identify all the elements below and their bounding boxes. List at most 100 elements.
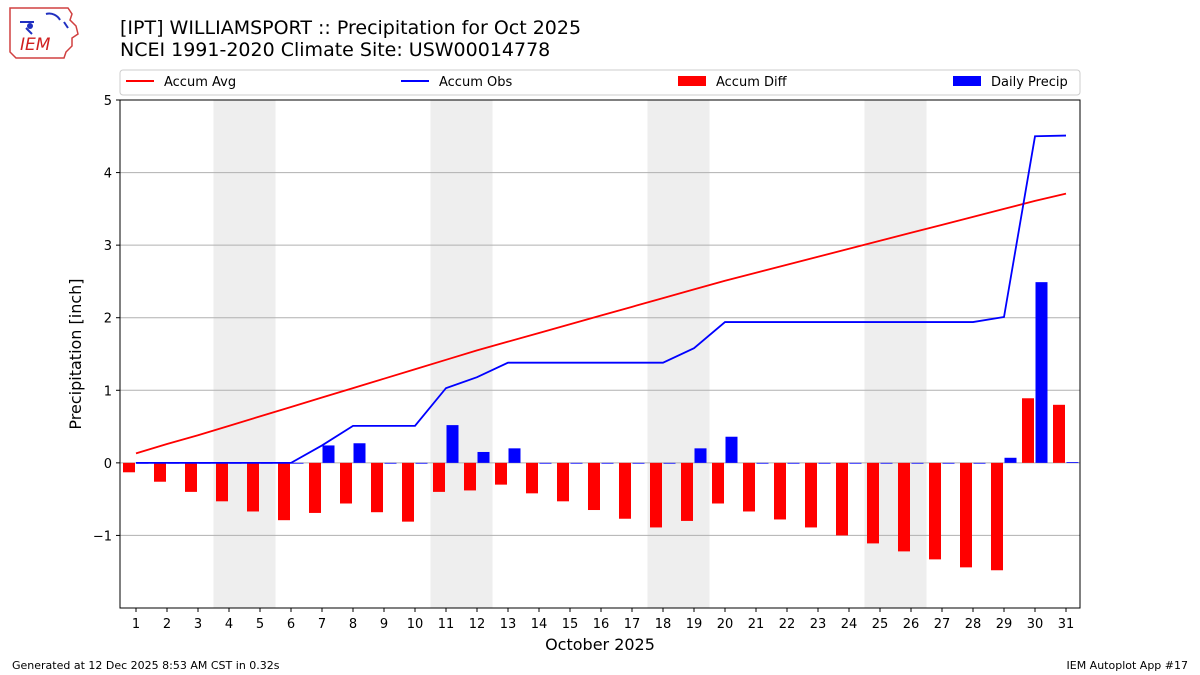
- accum-diff-bar: [464, 462, 476, 491]
- daily-precip-bar: [663, 462, 676, 464]
- x-tick-label: 11: [438, 617, 455, 632]
- x-tick-label: 10: [407, 617, 424, 632]
- legend-frame: [119, 69, 1081, 96]
- app-credit: IEM Autoplot App #17: [1066, 659, 1189, 672]
- daily-precip-bar: [694, 448, 707, 463]
- y-tick-label: −1: [93, 529, 112, 544]
- weekend-shade: [647, 100, 710, 608]
- accum-diff-bar: [929, 462, 941, 560]
- daily-precip-bar: [384, 462, 397, 464]
- y-tick-label: 1: [104, 384, 112, 399]
- x-tick-label: 30: [1027, 617, 1044, 632]
- legend-swatch-accum-diff: [678, 76, 706, 86]
- chart-title: [IPT] WILLIAMSPORT :: Precipitation for …: [120, 17, 582, 39]
- daily-precip-bar: [787, 462, 800, 464]
- accum-diff-bar: [681, 462, 693, 521]
- accum-diff-bar: [774, 462, 786, 520]
- x-tick-label: 4: [225, 617, 233, 632]
- chart-subtitle: NCEI 1991-2020 Climate Site: USW00014778: [120, 39, 551, 61]
- accum-diff-bar: [154, 462, 166, 482]
- weekend-shade: [213, 100, 276, 608]
- x-tick-label: 17: [624, 617, 641, 632]
- x-tick-label: 28: [965, 617, 982, 632]
- accum-diff-bar: [123, 462, 135, 473]
- accum-diff-bar: [1053, 404, 1065, 463]
- legend-label-accum-obs: Accum Obs: [439, 75, 512, 90]
- x-tick-label: 31: [1058, 617, 1075, 632]
- accum-diff-bar: [867, 462, 879, 544]
- daily-precip-bar: [1066, 462, 1079, 463]
- x-tick-label: 14: [531, 617, 548, 632]
- daily-precip-bar: [353, 443, 366, 463]
- x-tick-label: 16: [593, 617, 610, 632]
- y-tick-label: 3: [104, 239, 112, 254]
- x-axis-label: October 2025: [545, 635, 655, 654]
- x-tick-label: 27: [934, 617, 951, 632]
- accum-diff-bar: [805, 462, 817, 528]
- x-tick-label: 24: [841, 617, 858, 632]
- accum-diff-bar: [588, 462, 600, 511]
- accum-diff-bar: [371, 462, 383, 513]
- legend: Accum Avg Accum Obs Accum Diff Daily Pre…: [119, 69, 1081, 96]
- x-tick-label: 1: [132, 617, 140, 632]
- accum-diff-bar: [743, 462, 755, 512]
- daily-precip-bar: [477, 451, 490, 463]
- legend-swatch-daily-precip: [953, 76, 981, 86]
- daily-precip-bar: [973, 462, 986, 464]
- daily-precip-bar: [1004, 457, 1017, 463]
- daily-precip-bar: [291, 462, 304, 464]
- daily-precip-bar: [601, 462, 614, 464]
- accum-diff-bar: [619, 462, 631, 519]
- accum-diff-bar: [185, 462, 197, 492]
- x-tick-label: 29: [996, 617, 1013, 632]
- x-tick-label: 3: [194, 617, 202, 632]
- accum-diff-bar: [278, 462, 290, 521]
- y-tick-label: 2: [104, 312, 112, 327]
- accum-diff-bar: [433, 462, 445, 492]
- x-tick-label: 12: [469, 617, 486, 632]
- x-tick-label: 20: [717, 617, 734, 632]
- daily-precip-bar: [849, 462, 862, 464]
- iem-logo: IEM: [9, 7, 79, 59]
- legend-label-accum-diff: Accum Diff: [716, 75, 788, 90]
- daily-precip-bar: [446, 425, 459, 463]
- accum-diff-bar: [1022, 398, 1034, 463]
- x-tick-label: 13: [500, 617, 517, 632]
- accum-diff-bar: [960, 462, 972, 568]
- x-tick-label: 22: [779, 617, 796, 632]
- station-dot-icon: [27, 23, 33, 29]
- accum-diff-bar: [216, 462, 228, 502]
- x-tick-label: 25: [872, 617, 889, 632]
- plot-frame: [119, 99, 1081, 609]
- daily-precip-bar: [322, 445, 335, 463]
- daily-precip-bar: [632, 462, 645, 464]
- daily-precip-bar: [539, 462, 552, 464]
- y-tick-label: 4: [104, 167, 112, 182]
- generated-timestamp: Generated at 12 Dec 2025 8:53 AM CST in …: [12, 659, 280, 672]
- accum-diff-bar: [898, 462, 910, 552]
- x-tick-label: 5: [256, 617, 264, 632]
- x-tick-label: 8: [349, 617, 357, 632]
- daily-precip-bar: [880, 462, 893, 464]
- accum-diff-bar: [991, 462, 1003, 571]
- accum-diff-bar: [247, 462, 259, 512]
- daily-precip-bar: [508, 448, 521, 463]
- logo-text: IEM: [20, 35, 51, 55]
- daily-precip-bar: [570, 462, 583, 464]
- accum-diff-bar: [309, 462, 321, 513]
- legend-label-daily-precip: Daily Precip: [991, 75, 1068, 90]
- y-tick-label: 0: [104, 457, 112, 472]
- x-tick-label: 21: [748, 617, 765, 632]
- x-tick-label: 9: [380, 617, 388, 632]
- accum-obs-line: [136, 134, 1067, 464]
- weather-icons: [20, 12, 69, 35]
- accum-diff-bar: [650, 462, 662, 528]
- daily-precip-bar: [725, 436, 738, 463]
- x-tick-label: 23: [810, 617, 827, 632]
- legend-label-accum-avg: Accum Avg: [164, 75, 236, 90]
- weekend-shade: [430, 100, 493, 608]
- daily-precip-bar: [415, 462, 428, 464]
- accum-diff-bar: [402, 462, 414, 522]
- daily-precip-bar: [911, 462, 924, 464]
